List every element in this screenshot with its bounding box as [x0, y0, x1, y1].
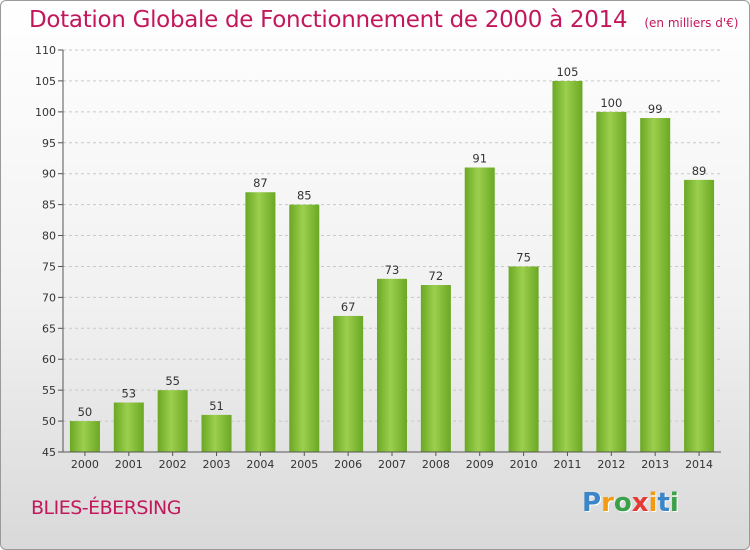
x-tick-label: 2004	[246, 458, 274, 471]
bar	[69, 421, 100, 452]
bar	[684, 179, 715, 452]
bar-value-label: 72	[429, 269, 444, 283]
y-tick-label: 60	[42, 353, 56, 366]
x-tick-label: 2005	[290, 458, 318, 471]
x-tick-label: 2013	[641, 458, 669, 471]
bar	[377, 278, 407, 452]
y-tick-label: 85	[42, 199, 56, 212]
chart-title: Dotation Globale de Fonctionnement de 20…	[29, 7, 628, 33]
x-tick-label: 2008	[422, 458, 450, 471]
x-tick-label: 2009	[466, 458, 494, 471]
y-tick-label: 110	[35, 44, 56, 57]
bar	[640, 118, 671, 453]
x-tick-label: 2003	[203, 458, 231, 471]
y-tick-label: 55	[42, 384, 56, 397]
bar-value-label: 55	[165, 374, 180, 388]
x-tick-label: 2006	[334, 458, 362, 471]
logo-letter: P	[582, 488, 602, 518]
y-tick-label: 45	[42, 446, 56, 459]
y-tick-label: 75	[42, 260, 56, 273]
y-tick-label: 100	[35, 106, 56, 119]
bar-value-label: 91	[472, 152, 487, 166]
bar	[552, 80, 583, 452]
bar	[289, 204, 320, 452]
bar-value-label: 105	[556, 65, 578, 79]
y-tick-label: 65	[42, 322, 56, 335]
bar-value-label: 73	[385, 263, 400, 277]
bar	[201, 414, 232, 452]
bar-value-label: 75	[516, 250, 531, 264]
bar	[157, 390, 188, 452]
logo-letter: o	[613, 488, 632, 518]
unit-label: (en milliers d'€)	[644, 16, 739, 30]
y-tick-label: 80	[42, 230, 56, 243]
y-tick-label: 90	[42, 168, 56, 181]
logo-letter: i	[669, 488, 679, 518]
logo-letter: i	[648, 488, 658, 518]
bar-value-label: 85	[297, 189, 312, 203]
bar-value-label: 87	[253, 176, 268, 190]
bar-value-label: 100	[600, 96, 622, 110]
x-tick-label: 2007	[378, 458, 406, 471]
bar	[245, 192, 276, 452]
y-tick-label: 50	[42, 415, 56, 428]
x-tick-label: 2010	[510, 458, 538, 471]
bar	[420, 285, 451, 452]
y-tick-label: 105	[35, 75, 56, 88]
bar-value-label: 53	[121, 387, 136, 401]
bar-value-label: 67	[341, 300, 356, 314]
bar-value-label: 99	[648, 102, 663, 116]
bar	[333, 315, 364, 452]
y-tick-label: 95	[42, 137, 56, 150]
proxiti-logo: Proxiti	[582, 488, 679, 518]
bar	[596, 111, 627, 452]
y-tick-label: 70	[42, 291, 56, 304]
x-tick-label: 2011	[553, 458, 581, 471]
bar-value-label: 50	[78, 405, 93, 419]
bar-value-label: 89	[692, 164, 707, 178]
x-tick-label: 2012	[597, 458, 625, 471]
x-tick-label: 2014	[685, 458, 713, 471]
bar-value-label: 51	[209, 399, 224, 413]
bar	[508, 266, 539, 452]
title-row: Dotation Globale de Fonctionnement de 20…	[29, 7, 738, 33]
x-tick-label: 2002	[159, 458, 187, 471]
bar	[113, 402, 144, 452]
bar	[464, 167, 495, 452]
logo-letter: t	[657, 488, 670, 518]
x-tick-label: 2000	[71, 458, 99, 471]
logo-letter: r	[601, 488, 614, 518]
x-tick-label: 2001	[115, 458, 143, 471]
logo-letter: x	[631, 488, 649, 518]
commune-name: BLIES-ÉBERSING	[31, 497, 182, 519]
